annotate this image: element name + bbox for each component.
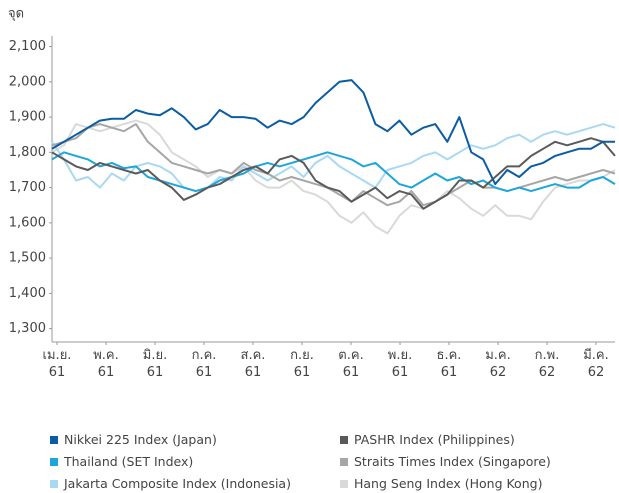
x-tick-label: ส.ค. 61 bbox=[240, 348, 266, 380]
y-tick-label: 1,600 bbox=[9, 215, 46, 230]
legend-item: Jakarta Composite Index (Indonesia) bbox=[50, 476, 291, 491]
x-tick-label: ธ.ค. 61 bbox=[436, 348, 462, 380]
y-axis-title: จุด bbox=[8, 7, 24, 22]
legend-label: Thailand (SET Index) bbox=[64, 454, 194, 469]
series-line bbox=[51, 137, 616, 210]
x-tick-label: มิ.ย. 61 bbox=[142, 348, 168, 380]
y-tick-label: 1,700 bbox=[9, 180, 46, 195]
x-tick-label: พ.ย. 61 bbox=[387, 348, 413, 380]
x-tick-label: ก.ย. 61 bbox=[290, 348, 314, 380]
y-tick-label: 1,300 bbox=[9, 321, 46, 336]
x-tick-label: ม.ค. 62 bbox=[485, 348, 511, 380]
legend-swatch bbox=[50, 435, 58, 444]
legend-label: Jakarta Composite Index (Indonesia) bbox=[64, 476, 291, 491]
x-tick-label: มี.ค. 62 bbox=[583, 348, 609, 380]
x-tick-label: พ.ค. 61 bbox=[93, 348, 119, 380]
legend-swatch bbox=[50, 479, 58, 488]
y-tick-label: 2,100 bbox=[9, 39, 46, 54]
legend-swatch bbox=[340, 457, 348, 466]
y-tick-label: 1,800 bbox=[9, 145, 46, 160]
x-tick-label: ก.ค. 61 bbox=[191, 348, 217, 380]
series-line bbox=[51, 123, 616, 207]
series-line bbox=[51, 151, 616, 193]
y-tick-label: 1,500 bbox=[9, 251, 46, 266]
legend-label: Straits Times Index (Singapore) bbox=[354, 454, 551, 469]
y-tick-label: 1,400 bbox=[9, 286, 46, 301]
legend-label: Nikkei 225 Index (Japan) bbox=[64, 432, 217, 447]
series-line bbox=[51, 123, 616, 193]
x-tick-label: ต.ค. 61 bbox=[338, 348, 364, 380]
y-tick-label: 1,900 bbox=[9, 110, 46, 125]
series-line bbox=[51, 79, 615, 186]
series-line bbox=[51, 119, 616, 235]
legend-swatch bbox=[50, 457, 58, 466]
x-tick-label: เม.ย. 61 bbox=[42, 348, 72, 380]
legend-item: Thailand (SET Index) bbox=[50, 454, 193, 469]
legend-item: Hang Seng Index (Hong Kong) bbox=[340, 476, 542, 491]
x-tick-label: ก.พ. 62 bbox=[534, 348, 560, 380]
legend-swatch bbox=[340, 479, 348, 488]
legend-label: PASHR Index (Philippines) bbox=[354, 432, 515, 447]
legend-swatch bbox=[340, 435, 348, 444]
legend-item: Nikkei 225 Index (Japan) bbox=[50, 432, 217, 447]
legend-item: Straits Times Index (Singapore) bbox=[340, 454, 551, 469]
legend-label: Hang Seng Index (Hong Kong) bbox=[354, 476, 543, 491]
y-tick-label: 2,000 bbox=[9, 74, 46, 89]
legend-item: PASHR Index (Philippines) bbox=[340, 432, 515, 447]
